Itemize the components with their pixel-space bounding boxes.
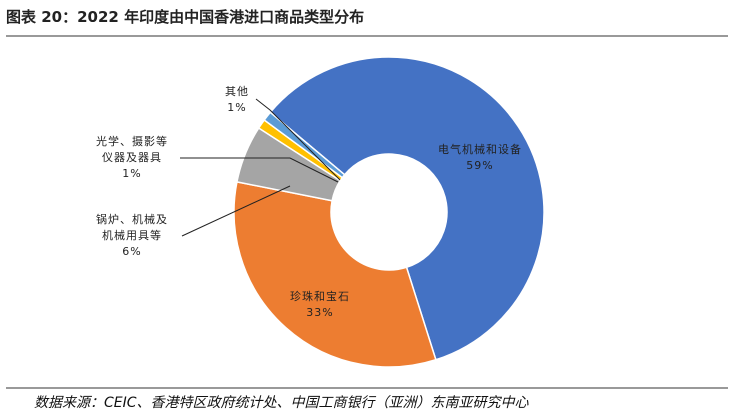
slice-label: 光学、摄影等仪器及器具 1% <box>93 134 171 182</box>
chart-title: 图表 20：2022 年印度由中国香港进口商品类型分布 <box>6 8 365 26</box>
category-label: 锅炉、机械及机械用具等 <box>96 213 168 242</box>
category-label: 其他 <box>225 85 249 98</box>
value-label: 33% <box>306 306 334 319</box>
category-label: 电气机械和设备 <box>438 143 522 156</box>
slice <box>269 56 545 361</box>
slice-label: 锅炉、机械及机械用具等 6% <box>93 212 171 260</box>
value-label: 6% <box>122 245 142 258</box>
category-label: 珍珠和宝石 <box>290 290 350 303</box>
slice-label: 珍珠和宝石 33% <box>260 289 380 321</box>
leader-line <box>180 157 339 183</box>
value-label: 59% <box>466 159 494 172</box>
slice <box>233 181 437 368</box>
category-label: 光学、摄影等仪器及器具 <box>96 135 168 164</box>
source-note: 数据来源：CEIC、香港特区政府统计处、中国工商银行（亚洲）东南亚研究中心 <box>34 395 529 411</box>
leader-line <box>255 98 341 181</box>
slice-label: 其他 1% <box>210 84 264 116</box>
value-label: 1% <box>122 167 142 180</box>
value-label: 1% <box>227 101 247 114</box>
slice-label: 电气机械和设备 59% <box>420 142 540 174</box>
leader-line <box>181 185 291 237</box>
